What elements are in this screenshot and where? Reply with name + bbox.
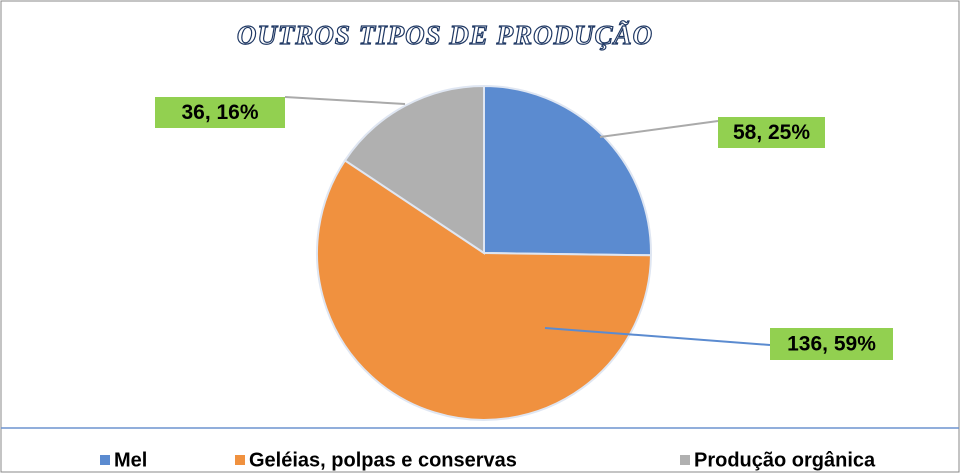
data-label: 136, 59%: [787, 333, 876, 356]
chart-title: OUTROS TIPOS DE PRODUÇÃO: [237, 20, 653, 50]
data-label: 36, 16%: [181, 101, 258, 124]
legend-swatch: [235, 455, 245, 465]
legend-swatch: [680, 455, 690, 465]
legend-label: Mel: [114, 449, 147, 471]
data-label: 58, 25%: [733, 121, 810, 144]
leader-line: [544, 327, 771, 346]
data-label-box: [718, 117, 825, 148]
legend-swatch: [100, 455, 110, 465]
legend-label: Produção orgânica: [694, 449, 876, 471]
leader-line: [284, 96, 406, 105]
pie-slice: [316, 159, 652, 421]
legend-label: Geléias, polpas e conservas: [249, 449, 517, 471]
leader-line: [599, 120, 719, 138]
pie-slice: [343, 84, 485, 255]
data-label-box: [155, 97, 285, 128]
data-label-box: [770, 328, 893, 360]
